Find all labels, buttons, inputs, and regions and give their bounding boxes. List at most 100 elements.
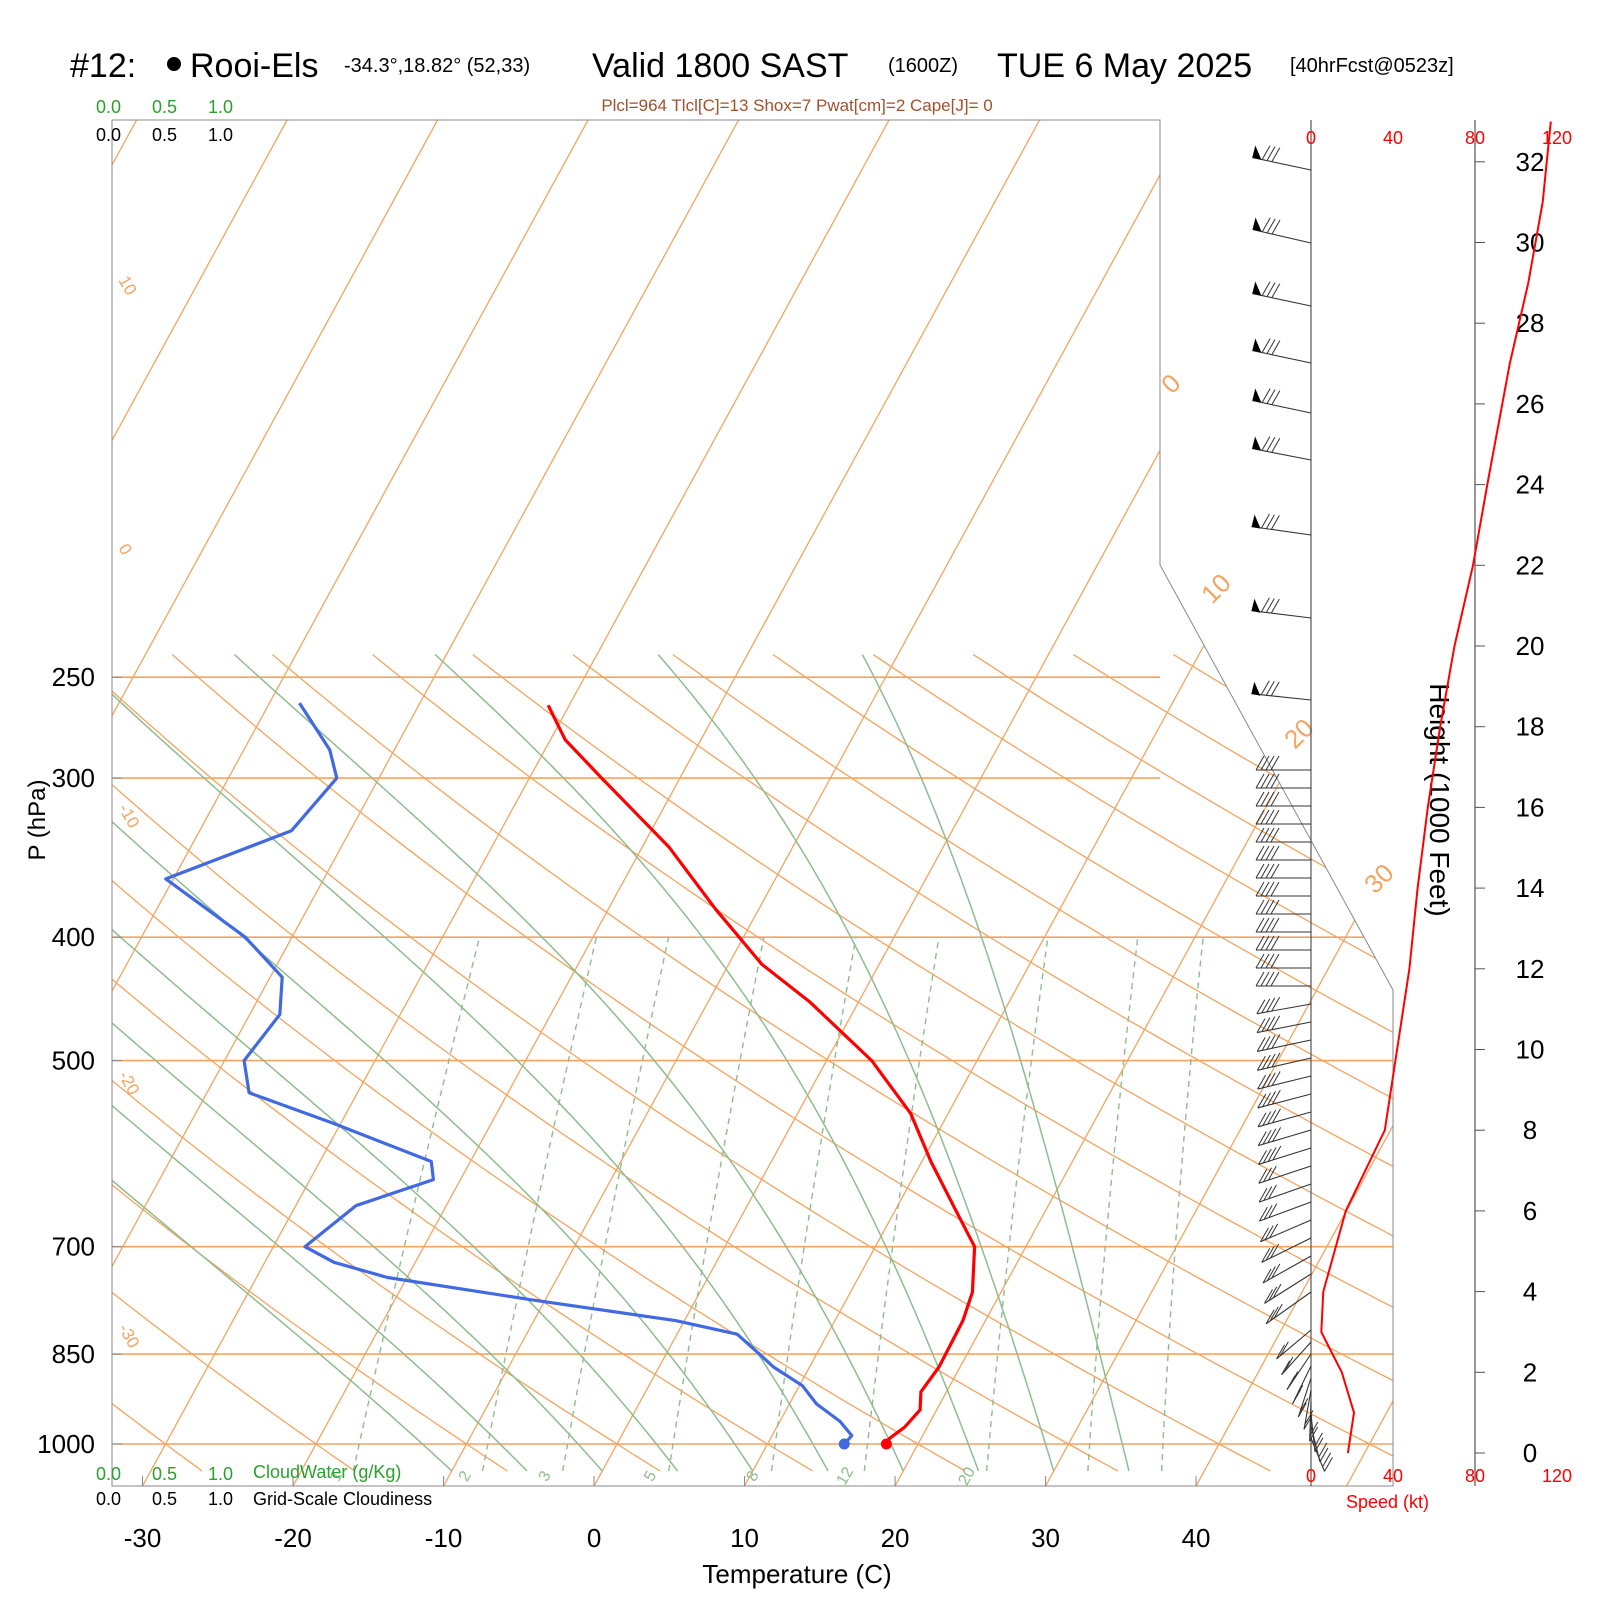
height-tick-label: 6	[1523, 1196, 1537, 1226]
forecast-date: TUE 6 May 2025	[997, 47, 1252, 85]
height-tick-label: 32	[1516, 147, 1545, 177]
pressure-tick-label: 400	[52, 922, 95, 952]
isotherm-label: 10	[1195, 568, 1237, 610]
isotherm-line	[894, 120, 1393, 1486]
cloudwater-top-1: 0.5	[152, 97, 177, 117]
mixing-ratio-line	[481, 937, 598, 1472]
moist-adiabat-line	[861, 654, 1130, 1472]
cloudwater-top-2: 1.0	[208, 97, 233, 117]
dry-adiabat-line	[112, 654, 356, 1472]
height-tick-label: 18	[1516, 712, 1545, 742]
station-number: #12:	[70, 47, 136, 85]
dry-adiabat-line	[112, 654, 661, 1472]
isotherm-line	[1044, 120, 1393, 1486]
height-tick-label: 0	[1523, 1438, 1537, 1468]
station-name: Rooi-Els	[190, 47, 318, 85]
chart-header: #12: Rooi-Els -34.3°,18.82° (52,33) Vali…	[70, 47, 1454, 115]
dry-adiabat-line	[112, 654, 966, 1472]
dry-adiabat-line	[372, 654, 1393, 1472]
cloudiness-label: Grid-Scale Cloudiness	[253, 1489, 432, 1509]
dry-adiabat-line	[112, 654, 1119, 1472]
moist-adiabat-line	[112, 654, 754, 1472]
speed-tick-label: 0	[1306, 1466, 1316, 1486]
cloudwater-top-0: 0.0	[96, 97, 121, 117]
cloudwater-label: CloudWater (g/Kg)	[253, 1462, 401, 1482]
x-axis-label: Temperature (C)	[702, 1559, 891, 1589]
axes: P (hPa) Temperature (C) Height (1000 Fee…	[24, 662, 1455, 1589]
isotherm-label: 20	[1278, 713, 1320, 755]
cloudwater-bottom-0: 0.0	[96, 1464, 121, 1484]
cloudiness-bottom-1: 0.5	[152, 1489, 177, 1509]
dry-adiabat-line	[972, 654, 1393, 1472]
cloudiness-top-0: 0.0	[96, 125, 121, 145]
wind-barbs	[1251, 145, 1333, 1472]
height-tick-label: 22	[1516, 550, 1545, 580]
moist-adiabat-line	[657, 654, 1055, 1472]
isotherm-label: 0	[115, 541, 136, 559]
mixing-ratio-line	[1160, 937, 1204, 1472]
wind-speed-line	[1320, 121, 1552, 1454]
isotherm-line	[743, 120, 1393, 1486]
station-coordinates: -34.3°,18.82° (52,33)	[344, 55, 530, 77]
station-marker-icon	[167, 57, 181, 71]
height-tick-label: 4	[1523, 1277, 1537, 1307]
temperature-tick-label: 20	[881, 1523, 910, 1553]
cloudiness-top-1: 0.5	[152, 125, 177, 145]
mixing-ratio-label: 3	[536, 1468, 555, 1484]
isotherm-label: -20	[115, 1068, 144, 1099]
dewpoint-profile-line	[164, 702, 854, 1446]
temperature-tick-label: -30	[124, 1523, 162, 1553]
isotherm-label: -10	[115, 801, 144, 832]
dewpoint-profile-line-surface-point	[838, 1438, 850, 1450]
mixing-ratio-line	[770, 937, 857, 1472]
plot-frame	[111, 119, 1394, 1487]
height-tick-label: 16	[1516, 792, 1545, 822]
dry-adiabat-line	[112, 654, 1271, 1472]
mixing-ratio-line	[1087, 937, 1139, 1472]
cloudiness-bottom-2: 1.0	[208, 1489, 233, 1509]
pressure-tick-label: 700	[52, 1232, 95, 1262]
moist-adiabat-line	[112, 654, 528, 1472]
stability-indices: Plcl=964 Tlcl[C]=13 Shox=7 Pwat[cm]=2 Ca…	[601, 96, 992, 115]
mixing-ratio-line	[668, 937, 765, 1472]
temperature-tick-label: 40	[1182, 1523, 1211, 1553]
isotherm-line	[112, 120, 589, 1486]
dry-adiabat-line	[112, 654, 508, 1472]
pressure-tick-label: 250	[52, 662, 95, 692]
moist-adiabat-line	[112, 654, 679, 1472]
moist-adiabat-line	[112, 654, 603, 1472]
temperature-tick-label: 0	[587, 1523, 601, 1553]
speed-tick-label: 80	[1465, 1466, 1485, 1486]
temperature-profile-line-surface-point	[880, 1438, 892, 1450]
dry-adiabat-line	[112, 654, 813, 1472]
dry-adiabat-line	[472, 654, 1393, 1472]
mixing-ratio-line	[985, 937, 1049, 1472]
isotherm-line	[593, 120, 1342, 1486]
isotherm-line	[1497, 120, 1600, 1486]
zulu-time: (1600Z)	[888, 55, 958, 77]
mixing-ratio-line	[562, 937, 670, 1472]
mixing-ratio-label: 5	[641, 1468, 660, 1484]
height-tick-label: 30	[1516, 228, 1545, 258]
dry-adiabat-line	[772, 654, 1393, 1472]
mixing-ratio-label: 20	[955, 1464, 979, 1488]
pressure-tick-label: 1000	[37, 1429, 95, 1459]
mixing-ratio-label: 2	[456, 1468, 475, 1484]
cloudiness-top-2: 1.0	[208, 125, 233, 145]
dry-adiabat-line	[112, 654, 203, 1472]
wind-speed-panel: 0040408080120120024681012141618202224262…	[1306, 120, 1572, 1486]
valid-time: Valid 1800 SAST	[592, 47, 848, 85]
height-tick-label: 12	[1516, 954, 1545, 984]
pressure-tick-label: 300	[52, 763, 95, 793]
y-axis-label: P (hPa)	[24, 780, 51, 861]
speed-tick-label: 80	[1465, 128, 1485, 148]
isotherm-line	[141, 120, 890, 1486]
dry-adiabat-line	[672, 654, 1393, 1472]
isotherm-line	[1345, 120, 1393, 1486]
temperature-tick-label: 30	[1031, 1523, 1060, 1553]
isotherm-line	[112, 120, 740, 1486]
mixing-ratio-line	[352, 937, 481, 1472]
temperature-tick-label: -20	[274, 1523, 312, 1553]
